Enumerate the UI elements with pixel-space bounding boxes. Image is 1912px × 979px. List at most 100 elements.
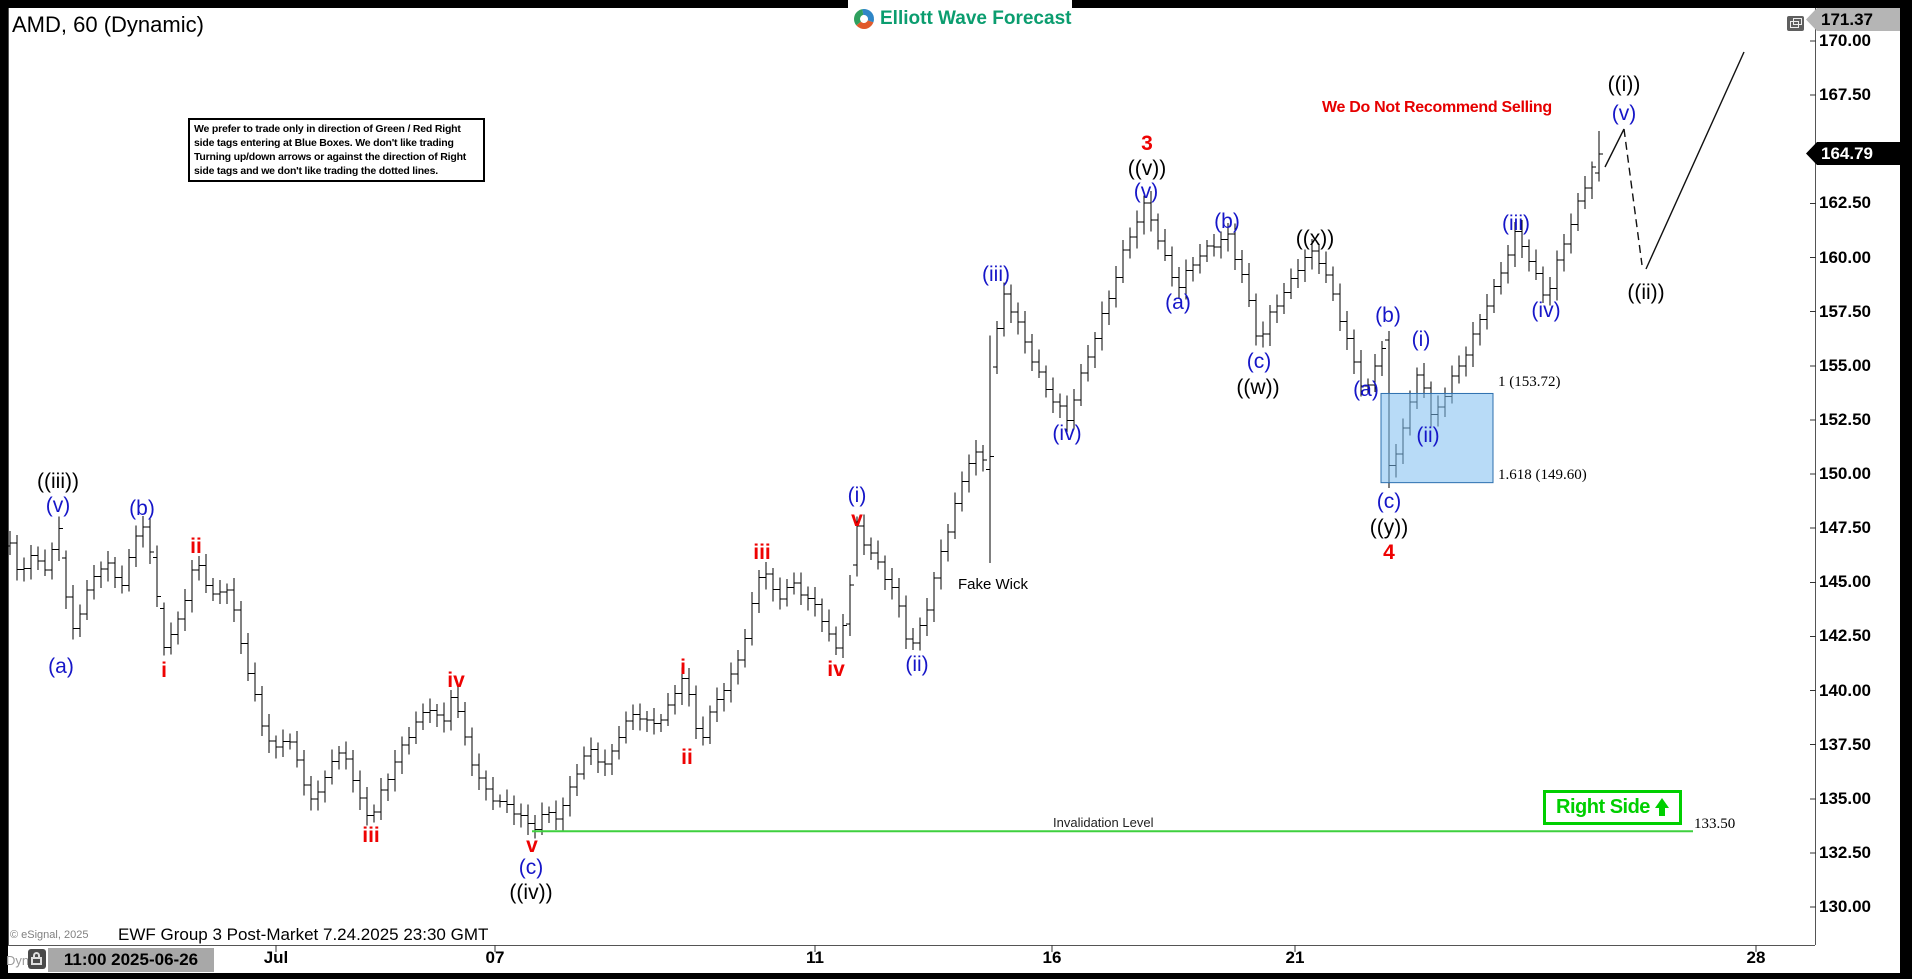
note-line: side tags and we don't like trading the … [194,165,438,177]
price-axis-label: 150.00 [1819,464,1871,483]
timestamp-value: 11:00 2025-06-26 [63,950,199,969]
price-axis-label: 167.50 [1819,85,1871,105]
wave-label: i [680,656,686,679]
wave-label: iii [362,824,380,847]
wave-label: (a) [1353,378,1379,401]
price-axis-label: 145.00 [1819,572,1871,592]
window-border-left [0,0,8,979]
ewf-logo: Elliott Wave Forecast [853,8,1071,30]
time-axis-label: 07 [485,948,505,967]
price-axis-label: 160.00 [1819,247,1871,267]
wave-label: ii [681,746,693,769]
price-axis-label: 157.50 [1819,301,1871,321]
right-side-badge: Right Side [1543,790,1682,825]
blue-box-zone [1380,392,1494,484]
time-axis-label: 21 [1285,948,1305,967]
esignal-copyright: © eSignal, 2025 [10,929,89,941]
wave-label: ((ii)) [1627,281,1665,304]
wave-label: ii [190,535,202,558]
fib-extension-label-1618: 1.618 (149.60) [1498,467,1587,483]
wave-label: (b) [1375,304,1401,327]
wave-label: 4 [1383,541,1395,564]
last-price-value: 164.79 [1821,143,1873,163]
wave-label: ((y)) [1369,516,1409,539]
wave-label: (b) [129,497,155,520]
wave-label: v [526,834,538,857]
wave-label: (c) [1376,490,1402,513]
price-axis-label: 135.00 [1819,788,1871,808]
solid-projection-line [1645,51,1745,270]
window-border-right [1900,0,1912,979]
wave-label: (iv) [1531,299,1561,322]
projection-lines [1604,51,1745,270]
note-line: side tags entering at Blue Boxes. We don… [194,137,454,149]
note-line: We prefer to trade only in direction of … [194,123,461,135]
invalidation-price-label: 133.50 [1694,816,1736,832]
ewf-logo-text: Elliott Wave Forecast [880,8,1072,29]
up-arrow-icon [1654,798,1669,817]
dashed-projection-line [1623,128,1643,266]
wave-label: (c) [1246,350,1272,373]
wave-label: (ii) [1416,424,1440,447]
wave-label: ((w)) [1236,376,1280,399]
fake-wick-label: Fake Wick [958,576,1029,593]
wave-label: ((i)) [1607,73,1641,96]
wave-label: (ii) [905,653,929,676]
wave-label: ((iv)) [509,881,553,904]
last-price-tag: 164.79 [1806,142,1902,165]
wave-label: (iii) [1502,212,1530,235]
invalidation-level-label: Invalidation Level [1053,815,1154,830]
wave-label: ((x)) [1295,227,1335,250]
price-axis-label: 162.50 [1819,193,1871,213]
time-axis-label: Jul [263,948,289,967]
session-high-price-tag: 171.37 [1806,8,1902,31]
first-bar-timestamp: 11:00 2025-06-26 [48,948,214,972]
wave-label: (iv) [1052,422,1082,445]
price-axis-label: 132.50 [1819,842,1871,862]
right-side-badge-text: Right Side [1556,796,1650,818]
restore-window-icon[interactable] [1787,16,1804,31]
price-axis-label: 142.50 [1819,626,1871,646]
ewf-logo-icon [854,9,874,29]
wave-label: iii [753,541,771,564]
lock-icon[interactable] [28,949,46,969]
price-axis-label: 137.50 [1819,734,1871,754]
wave-label: (c) [518,856,544,879]
price-bars [6,130,1603,839]
price-axis-label: 152.50 [1819,409,1871,429]
window-border-bottom [0,973,1912,979]
recommendation-note: We Do Not Recommend Selling [1322,99,1552,116]
time-axis-label: 16 [1042,948,1062,967]
fib-retracement-label-1: 1 (153.72) [1498,374,1561,390]
chart-footer-note: EWF Group 3 Post-Market 7.24.2025 23:30 … [118,925,489,944]
wave-label: (v) [45,494,71,517]
wave-label: (b) [1214,210,1240,233]
price-axis-label: 140.00 [1819,680,1871,700]
wave-label: i [161,659,167,682]
window-border-top [0,0,1912,8]
wave-label: ((iii)) [37,470,79,493]
wave-label: v [851,508,863,531]
solid-projection-line [1604,128,1625,168]
wave-label: (a) [1165,291,1191,314]
time-axis-label: 11 [806,948,824,967]
price-axis-label: 130.00 [1819,897,1871,916]
wave-label: (v) [1611,102,1637,125]
wave-label: (i) [1411,328,1431,351]
wave-label: (v) [1133,180,1159,203]
wave-label: (i) [847,484,867,507]
wave-label: (iii) [982,263,1010,286]
price-axis-label: 147.50 [1819,518,1871,538]
symbol-title: AMD, 60 (Dynamic) [12,12,204,37]
price-axis-label: 155.00 [1819,355,1871,375]
dynamic-mode-label: Dyn [6,953,30,968]
note-line: Turning up/down arrows or against the di… [194,151,467,163]
wave-label: ((v)) [1127,157,1167,180]
trading-note-box: We prefer to trade only in direction of … [188,118,485,182]
price-axis-label: 170.00 [1819,31,1871,50]
wave-label: iv [827,658,845,681]
session-high-value: 171.37 [1821,9,1873,29]
wave-label: (a) [48,655,74,678]
